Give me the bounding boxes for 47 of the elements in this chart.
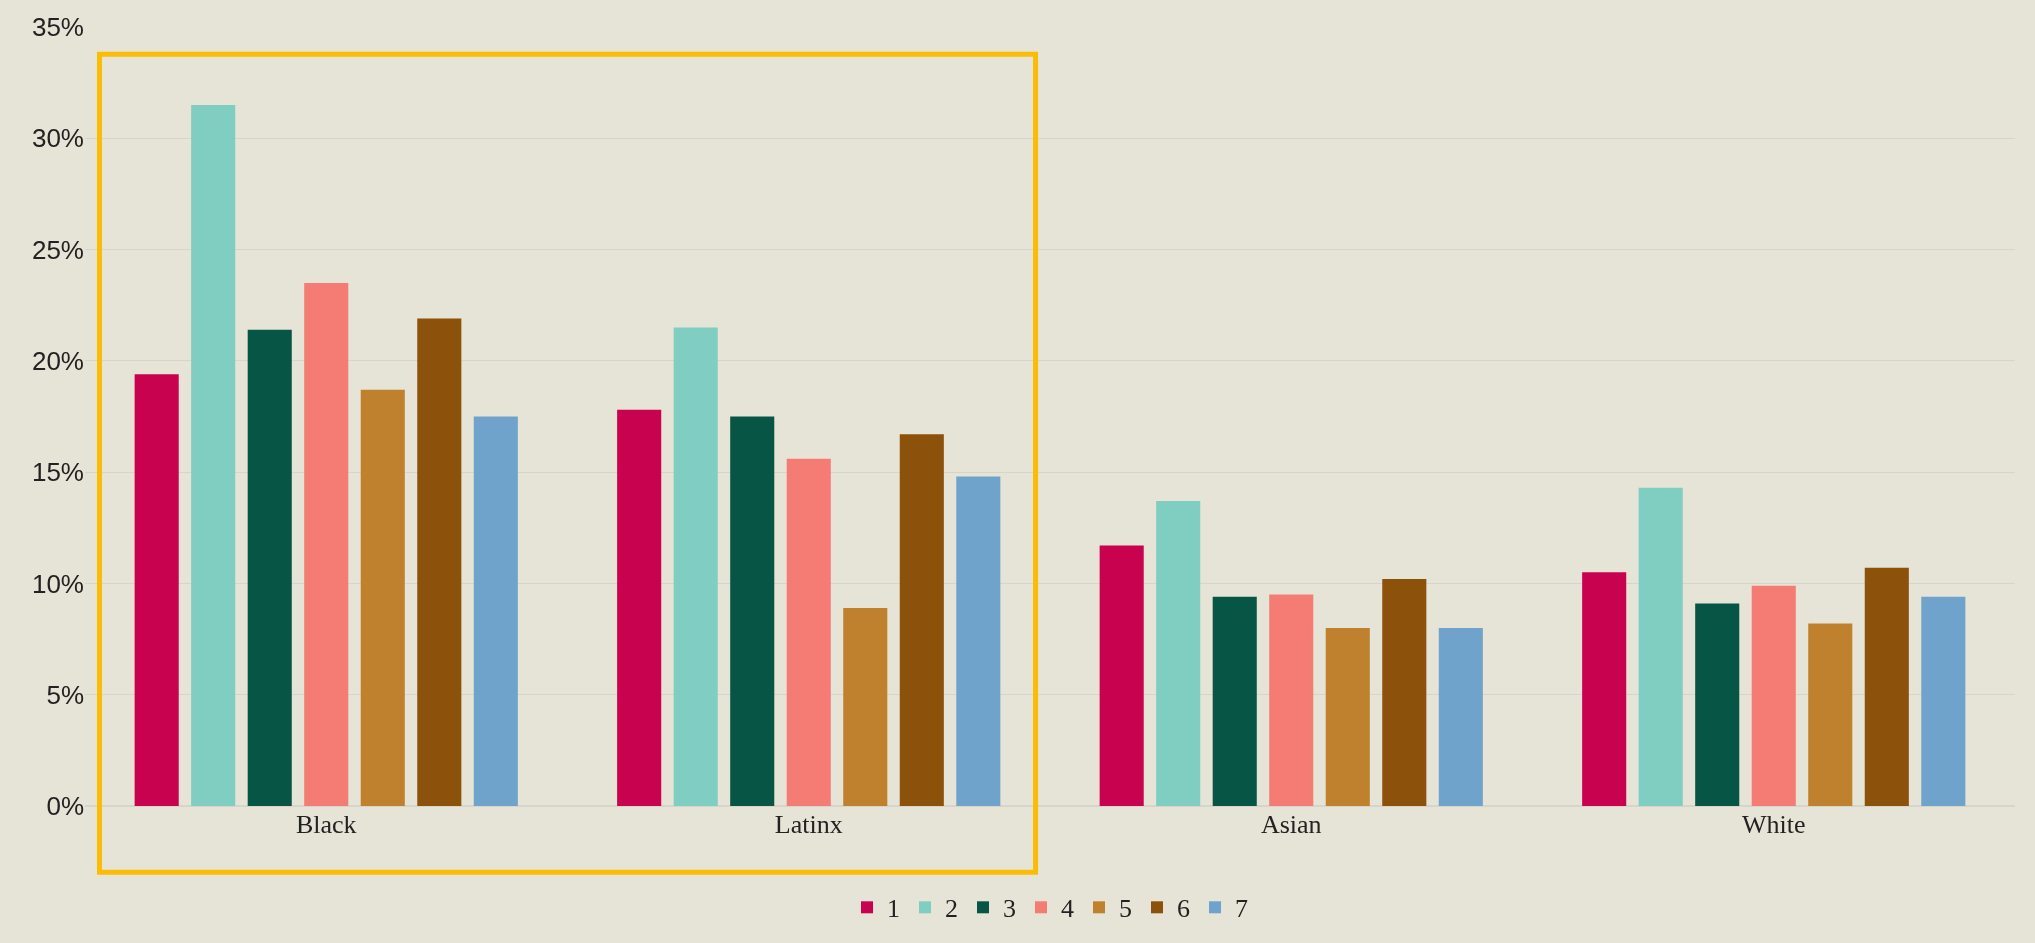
bar <box>1325 627 1370 806</box>
y-tick-label: 15% <box>31 457 84 488</box>
bar <box>1212 596 1257 806</box>
bar <box>1695 603 1740 806</box>
bar <box>899 434 944 806</box>
bar <box>786 458 831 806</box>
bar <box>191 104 236 806</box>
legend-label: 2 <box>945 894 958 924</box>
x-tick-label: White <box>1741 810 1806 839</box>
bar <box>1382 578 1427 806</box>
bar <box>673 327 718 806</box>
bar <box>1751 585 1796 806</box>
bar <box>843 607 888 806</box>
y-tick-label: 20% <box>31 345 84 376</box>
bar <box>134 374 179 806</box>
legend-label: 3 <box>1003 894 1016 924</box>
bar <box>617 409 662 806</box>
bar <box>473 416 518 806</box>
bar <box>360 389 405 806</box>
bar <box>417 318 462 806</box>
bar <box>1864 567 1909 806</box>
y-tick-label: 10% <box>31 568 84 599</box>
bar <box>1638 487 1683 806</box>
y-tick-label: 5% <box>46 679 84 710</box>
legend-label: 6 <box>1177 894 1190 924</box>
y-tick-label: 25% <box>31 234 84 265</box>
bar <box>1438 627 1483 806</box>
bar <box>1269 594 1314 806</box>
legend-label: 5 <box>1119 894 1132 924</box>
bar <box>1582 572 1627 806</box>
bar <box>247 329 292 806</box>
bar <box>956 476 1001 806</box>
y-tick-label: 0% <box>46 791 84 822</box>
bar <box>1921 596 1966 806</box>
legend-label: 4 <box>1061 894 1074 924</box>
bar <box>730 416 775 806</box>
bar <box>1808 623 1853 806</box>
y-tick-label: 30% <box>31 123 84 154</box>
x-tick-label: Latinx <box>774 810 843 839</box>
x-tick-label: Asian <box>1260 810 1322 839</box>
y-tick-label: 35% <box>31 12 84 43</box>
legend-label: 7 <box>1235 894 1248 924</box>
legend-label: 1 <box>887 894 900 924</box>
bar <box>1156 501 1201 806</box>
bar <box>304 282 349 806</box>
bar <box>1099 545 1144 806</box>
x-tick-label: Black <box>295 810 357 839</box>
